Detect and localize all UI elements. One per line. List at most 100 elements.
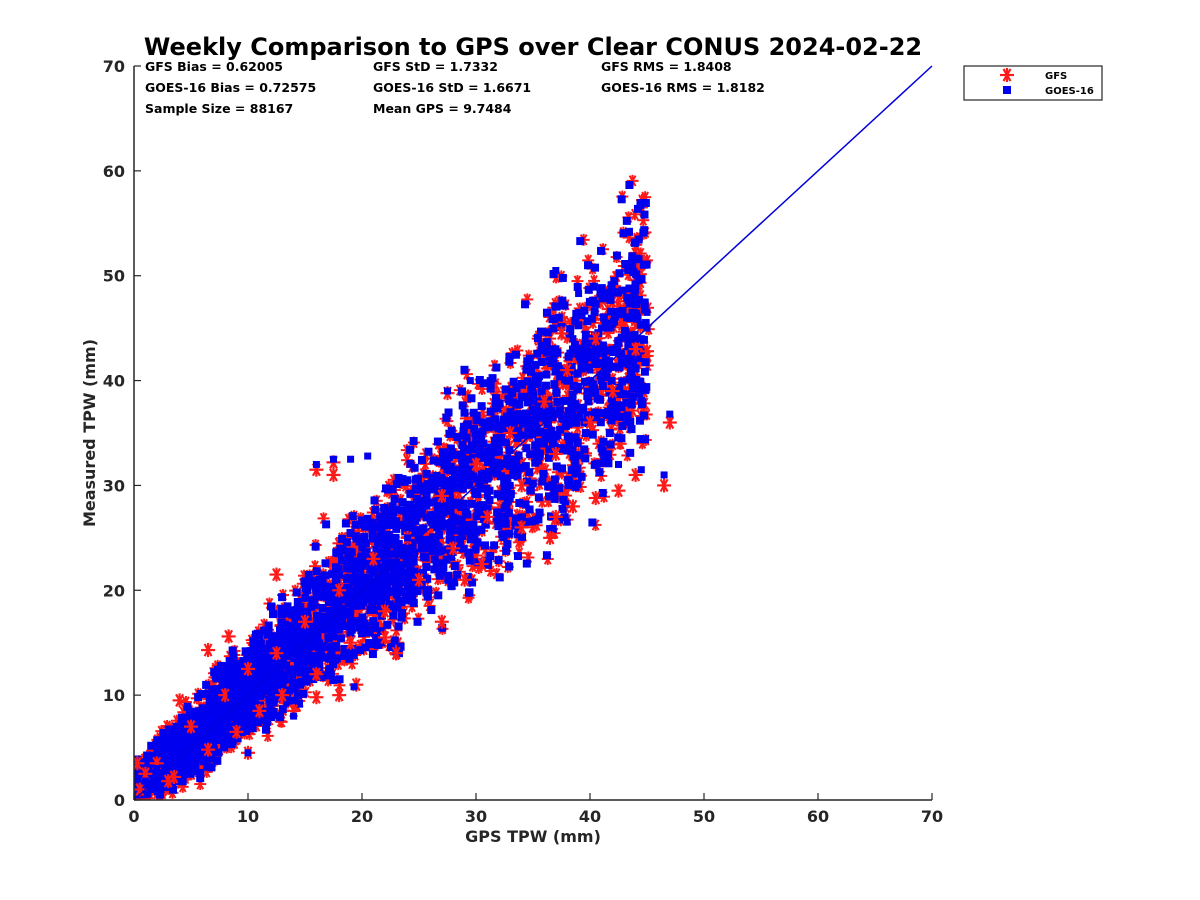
- goes-point: [210, 733, 218, 741]
- goes-point: [529, 408, 537, 416]
- goes-point: [637, 466, 645, 474]
- gfs-point: [269, 567, 284, 582]
- gfs-point: [434, 488, 449, 503]
- gfs-point: [326, 467, 341, 482]
- x-tick-label: 40: [579, 807, 601, 826]
- gfs-point: [514, 520, 529, 535]
- goes-point: [392, 576, 400, 584]
- gfs-point: [588, 331, 603, 346]
- goes-point: [198, 717, 206, 725]
- goes-point: [375, 565, 383, 573]
- goes-point: [597, 377, 605, 385]
- goes-point: [438, 502, 446, 510]
- stat-gfs-rms: GFS RMS = 1.8408: [601, 59, 732, 74]
- gfs-point: [548, 446, 563, 461]
- goes-cloud: [134, 181, 651, 799]
- gfs-point: [434, 614, 449, 629]
- gfs-point: [662, 415, 677, 430]
- goes-point: [312, 460, 320, 468]
- stat-gfs-std: GFS StD = 1.7332: [373, 59, 498, 74]
- gfs-point: [184, 719, 198, 734]
- goes-point: [227, 691, 235, 699]
- goes-point: [483, 492, 491, 500]
- goes-point: [187, 738, 195, 746]
- stat-mean-gps: Mean GPS = 9.7484: [373, 101, 512, 116]
- stat-goes-rms: GOES-16 RMS = 1.8182: [601, 80, 765, 95]
- gfs-point: [332, 583, 347, 598]
- goes-point: [506, 481, 514, 489]
- gfs-point: [503, 426, 518, 440]
- gfs-point: [588, 491, 603, 506]
- gfs-point: [229, 724, 244, 739]
- gfs-point: [377, 630, 392, 645]
- goes-point: [141, 777, 149, 785]
- gfs-point: [366, 551, 381, 566]
- goes-point: [552, 387, 560, 395]
- stat-goes-bias: GOES-16 Bias = 0.72575: [145, 80, 316, 95]
- goes-point: [569, 335, 577, 343]
- goes-point: [586, 366, 594, 374]
- gfs-point: [457, 572, 472, 587]
- x-tick-label: 30: [465, 807, 487, 826]
- gfs-point: [343, 635, 358, 650]
- gfs-point: [275, 688, 290, 703]
- goes-point: [330, 628, 337, 636]
- gfs-point: [474, 557, 489, 572]
- gfs-point: [480, 509, 495, 524]
- gfs-point: [241, 661, 255, 676]
- goes-point: [301, 660, 309, 668]
- goes-point: [284, 639, 292, 647]
- x-tick-label: 0: [128, 807, 139, 826]
- goes-point: [404, 534, 412, 542]
- goes-point: [244, 702, 252, 710]
- legend-goes-marker: [1003, 86, 1011, 94]
- legend: GFS GOES-16: [963, 65, 1103, 101]
- goes-point: [609, 345, 617, 353]
- legend-box: [963, 65, 1103, 101]
- gfs-point: [554, 326, 569, 341]
- goes-point: [404, 560, 412, 568]
- gfs-point: [389, 646, 404, 661]
- gfs-point: [583, 415, 597, 430]
- gfs-point: [161, 774, 176, 789]
- goes-point: [552, 266, 560, 274]
- one-to-one-line: [133, 65, 933, 801]
- goes-point: [255, 665, 263, 673]
- stat-goes-std: GOES-16 StD = 1.6671: [373, 80, 531, 95]
- y-tick-label: 10: [103, 686, 125, 705]
- gfs-point: [657, 478, 672, 493]
- gfs-point: [309, 690, 324, 705]
- goes-point: [244, 749, 252, 757]
- goes-point: [466, 377, 474, 385]
- gfs-point: [560, 363, 575, 378]
- y-tick-label: 40: [103, 372, 125, 391]
- gfs-point: [537, 394, 552, 409]
- chart-title: Weekly Comparison to GPS over Clear CONU…: [144, 33, 922, 61]
- gfs-point: [298, 614, 312, 629]
- goes-point: [620, 356, 628, 364]
- y-tick-label: 60: [103, 162, 125, 181]
- gfs-point: [412, 572, 426, 587]
- gfs-point: [469, 457, 483, 472]
- y-tick-label: 30: [103, 476, 125, 495]
- gfs-point: [201, 643, 216, 658]
- goes-point: [312, 618, 320, 626]
- goes-point: [643, 308, 651, 316]
- goes-point: [512, 460, 520, 468]
- point-cloud: [134, 174, 655, 800]
- goes-point: [181, 744, 189, 752]
- gfs-point: [565, 499, 580, 514]
- gfs-point: [514, 478, 529, 493]
- gfs-point: [548, 509, 563, 524]
- stat-gfs-bias: GFS Bias = 0.62005: [145, 59, 283, 74]
- goes-point: [421, 544, 429, 552]
- x-tick-label: 10: [237, 807, 259, 826]
- x-tick-label: 70: [921, 807, 943, 826]
- gfs-point: [252, 703, 267, 718]
- goes-point: [267, 681, 275, 689]
- goes-point: [347, 455, 355, 463]
- y-axis-label: Measured TPW (mm): [80, 339, 99, 527]
- stat-sample-size: Sample Size = 88167: [145, 101, 293, 116]
- goes-point: [466, 471, 474, 479]
